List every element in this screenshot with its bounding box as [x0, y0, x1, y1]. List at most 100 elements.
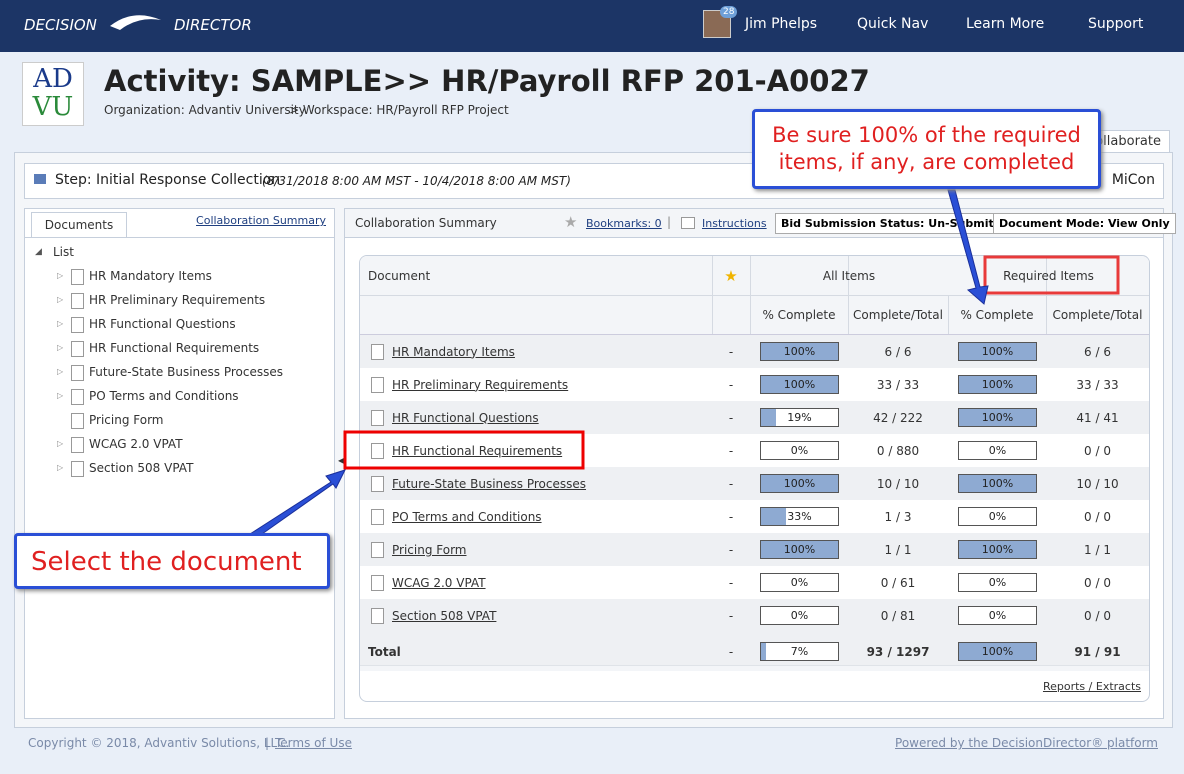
- step-label: Step: Initial Response Collection: [55, 172, 281, 188]
- document-link[interactable]: HR Functional Questions: [392, 410, 539, 425]
- expander[interactable]: ▷: [57, 367, 64, 376]
- document-link[interactable]: HR Mandatory Items: [392, 344, 515, 359]
- user-menu[interactable]: Jim Phelps: [745, 16, 818, 32]
- count: 0 / 880: [876, 443, 920, 458]
- tree-root[interactable]: List: [53, 245, 74, 259]
- progress-label: 0%: [988, 609, 1007, 622]
- expander[interactable]: ▷: [57, 391, 64, 400]
- page-title: Activity: SAMPLE>> HR/Payroll RFP 201-A0…: [104, 64, 870, 98]
- document-link[interactable]: Future-State Business Processes: [392, 476, 587, 491]
- column-header: Complete/Total: [853, 307, 943, 322]
- count: 0 / 0: [1084, 575, 1111, 590]
- progress-bar: 100%: [958, 474, 1037, 493]
- logo-text: AD: [33, 64, 73, 94]
- doc-icon: [71, 437, 84, 453]
- progress-label: 0%: [790, 576, 809, 589]
- bookmark: -: [728, 608, 734, 623]
- count: 6 / 6: [884, 344, 912, 359]
- progress-fill: [761, 643, 767, 660]
- expander[interactable]: ▷: [57, 319, 64, 328]
- collapse-handle[interactable]: ◀: [338, 456, 345, 465]
- progress-label: 100%: [981, 345, 1014, 358]
- document-link[interactable]: PO Terms and Conditions: [392, 509, 542, 524]
- progress-label: 100%: [783, 543, 816, 556]
- tree-item[interactable]: PO Terms and Conditions: [89, 389, 239, 403]
- reports-link[interactable]: Reports / Extracts: [1042, 679, 1141, 693]
- tree-item[interactable]: HR Mandatory Items: [89, 269, 212, 283]
- document-link[interactable]: Section 508 VPAT: [392, 608, 497, 623]
- progress-label: 0%: [790, 609, 809, 622]
- document-link[interactable]: HR Preliminary Requirements: [392, 377, 569, 392]
- progress-fill: [959, 409, 1036, 426]
- badge: 28: [720, 6, 738, 18]
- nav-item[interactable]: Quick Nav: [857, 16, 929, 32]
- progress-bar: 0%: [958, 606, 1037, 625]
- progress-fill: [761, 343, 838, 360]
- expander[interactable]: ▷: [57, 343, 64, 352]
- progress-label: 0%: [988, 510, 1007, 523]
- column-line: [1046, 256, 1047, 334]
- expander[interactable]: ◢: [35, 247, 42, 257]
- link[interactable]: Collaboration Summary: [196, 214, 326, 227]
- count: 10 / 10: [876, 476, 920, 491]
- tree-item[interactable]: WCAG 2.0 VPAT: [89, 437, 183, 451]
- powered-link[interactable]: Powered by the DecisionDirector® platfor…: [895, 736, 1158, 750]
- terms-link[interactable]: Terms of Use: [275, 736, 352, 750]
- expander[interactable]: ▷: [57, 295, 64, 304]
- nav-item[interactable]: Learn More: [966, 16, 1045, 32]
- count: 0 / 0: [1084, 443, 1111, 458]
- tree-item[interactable]: Pricing Form: [89, 413, 164, 427]
- column-line: [948, 295, 949, 334]
- brand: DECISION: [24, 16, 97, 34]
- progress-fill: [959, 475, 1036, 492]
- tree-item[interactable]: HR Functional Questions: [89, 317, 236, 331]
- count: 0 / 81: [880, 608, 916, 623]
- workspace: > Workspace: HR/Payroll RFP Project: [289, 103, 509, 117]
- doc-icon: [371, 344, 384, 360]
- progress-bar: 0%: [760, 573, 839, 592]
- step-right: MiCon: [1111, 172, 1155, 188]
- doc-icon: [371, 443, 384, 459]
- nav-item[interactable]: Support: [1088, 16, 1144, 32]
- arrow: [947, 189, 989, 305]
- progress-bar: 100%: [760, 540, 839, 559]
- progress-label: 0%: [988, 576, 1007, 589]
- count: 10 / 10: [1076, 476, 1119, 491]
- count: 33 / 33: [1076, 377, 1119, 392]
- bookmark: -: [728, 509, 734, 524]
- progress-label: 100%: [981, 477, 1014, 490]
- tree-item[interactable]: HR Preliminary Requirements: [89, 293, 266, 307]
- document-link[interactable]: HR Functional Requirements: [392, 443, 563, 458]
- doc-icon: [71, 341, 84, 357]
- progress-bar: 0%: [958, 573, 1037, 592]
- link[interactable]: Instructions: [702, 217, 767, 230]
- progress-fill: [761, 409, 776, 426]
- star-header: ★: [724, 266, 738, 285]
- tree-item[interactable]: Section 508 VPAT: [89, 461, 194, 475]
- progress-bar: 0%: [760, 441, 839, 460]
- brand-logo: [110, 15, 161, 30]
- count: 1 / 3: [884, 509, 912, 524]
- document-link[interactable]: WCAG 2.0 VPAT: [392, 575, 486, 590]
- doc-icon: [71, 269, 84, 285]
- link[interactable]: Bookmarks: 0: [586, 217, 662, 230]
- tree-item[interactable]: HR Functional Requirements: [89, 341, 260, 355]
- document-link[interactable]: Pricing Form: [392, 542, 467, 557]
- tree-item[interactable]: Future-State Business Processes: [89, 365, 284, 379]
- progress-bar: 100%: [958, 342, 1037, 361]
- step-dates: (8/31/2018 8:00 AM MST - 10/4/2018 8:00 …: [262, 174, 571, 188]
- progress-bar: 0%: [760, 606, 839, 625]
- expander[interactable]: ▷: [57, 463, 64, 472]
- count: 0 / 61: [880, 575, 916, 590]
- count: 41 / 41: [1076, 410, 1119, 425]
- expander[interactable]: ▷: [57, 271, 64, 280]
- callout: Select the document: [14, 533, 330, 589]
- summary-table: Document ★ All Items Required Items % Comple…: [359, 255, 1150, 702]
- count: 91 / 91: [1074, 644, 1121, 659]
- progress-bar: 7%: [760, 642, 839, 661]
- doc-icon: [71, 389, 84, 405]
- progress-label: 7%: [790, 645, 809, 658]
- logo-text: VU: [32, 92, 74, 122]
- mode-button[interactable]: Document Mode: View Only: [993, 213, 1176, 234]
- expander[interactable]: ▷: [57, 439, 64, 448]
